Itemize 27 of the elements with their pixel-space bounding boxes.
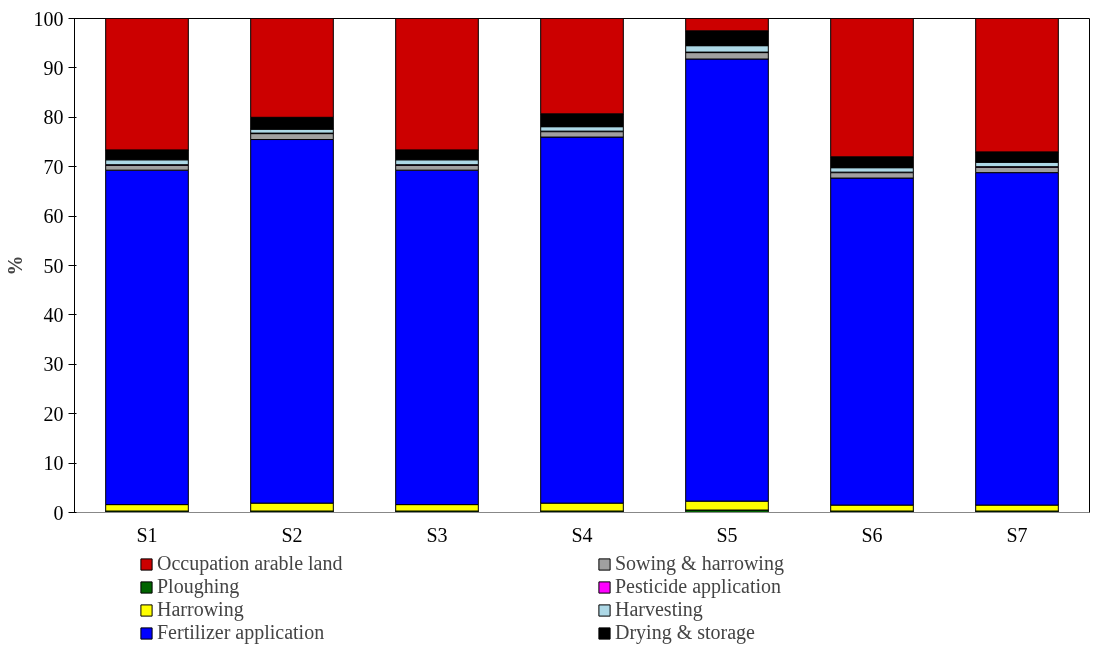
legend-label: Drying & storage [615,621,756,644]
legend-label: Occupation arable land [157,552,344,575]
legend-label: Sowing & harrowing [615,552,785,575]
y-tick-label: 40 [43,303,64,326]
y-tick-label: 10 [43,452,64,475]
legend-label: Fertilizer application [157,621,326,644]
x-tick-label: S3 [426,523,448,546]
y-tick-label: 80 [43,106,64,129]
y-tick-label: 70 [43,155,64,178]
x-tick-label: S5 [716,523,738,546]
x-tick-label: S7 [1006,523,1028,546]
x-tick-label: S4 [571,523,593,546]
legend-label: Ploughing [157,575,241,598]
y-tick-label: 100 [33,7,64,30]
y-tick-label: 50 [43,254,64,277]
x-tick-label: S2 [281,523,303,546]
y-tick-label: 90 [43,56,64,79]
y-tick-label: 30 [43,353,64,376]
x-tick-label: S1 [136,523,158,546]
x-tick-label: S6 [861,523,883,546]
legend-label: Harrowing [157,598,245,621]
legend-label: Harvesting [615,598,704,621]
y-tick-label: 0 [53,501,64,524]
y-axis-title: % [3,255,26,276]
y-tick-label: 20 [43,402,64,425]
legend-label: Pesticide application [615,575,783,598]
y-tick-label: 60 [43,205,64,228]
